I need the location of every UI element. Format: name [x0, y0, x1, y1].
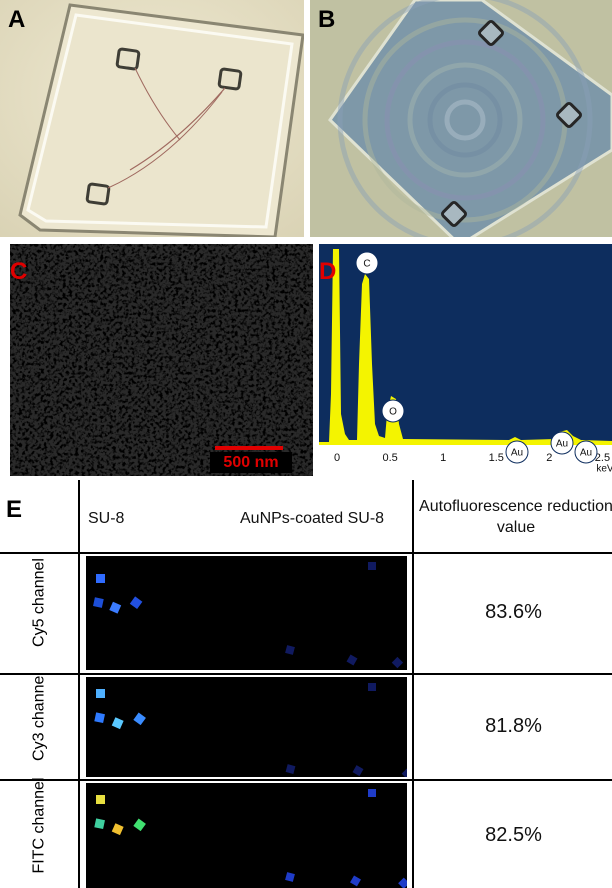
chip-bright [96, 689, 105, 698]
chip-dim [285, 645, 295, 655]
chip-bright [94, 818, 105, 830]
chip-bright [133, 818, 146, 832]
panel-label: D [319, 258, 337, 285]
micrograph-b [310, 0, 612, 237]
x-tick-label: 2 [546, 452, 552, 464]
reduction-value: 83.6% [485, 601, 542, 623]
chip-dim [285, 764, 296, 774]
table-rule [412, 480, 414, 888]
fluorescence-svg [94, 683, 413, 780]
chip-bright [96, 795, 105, 804]
x-tick-label: 0.5 [382, 452, 397, 464]
peak-label: C [363, 259, 370, 270]
peak-label: Au [580, 448, 592, 459]
scale-bar-label: 500 nm [223, 454, 278, 471]
column-header: SU-8 [88, 510, 125, 527]
chip-bright [129, 596, 143, 609]
chip-dim [285, 872, 295, 882]
micrograph-a [0, 0, 304, 237]
reduction-value: 81.8% [485, 715, 542, 737]
peak-marker [381, 399, 405, 423]
chip-dim [352, 765, 364, 777]
peak-label: O [389, 407, 397, 418]
chip-bright [133, 712, 146, 726]
x-tick-label: 1.5 [489, 452, 504, 464]
x-tick-label: 0 [334, 452, 340, 464]
chip-bright [109, 601, 122, 614]
table-rule [0, 552, 612, 554]
chip-dim [368, 683, 376, 691]
peak-marker [505, 440, 529, 464]
panel-label: C [10, 258, 28, 285]
panel-b: B [310, 0, 612, 237]
x-tick-label: 2.5 [595, 452, 610, 464]
channel-label: Cy5 channel [30, 558, 48, 647]
chip-dim [346, 654, 358, 666]
fluorescence-svg [94, 789, 410, 888]
fluorescence-svg [93, 562, 404, 669]
peak-marker [574, 440, 598, 464]
chip-dim [398, 877, 410, 888]
chip-bright [111, 823, 124, 836]
channel-label: Cy3 channel [30, 672, 48, 761]
panel-label: E [6, 496, 23, 523]
peak-marker [550, 431, 574, 455]
chip-dim [368, 562, 376, 570]
panel-label: A [8, 6, 26, 33]
peak-marker [355, 251, 379, 275]
chip-dim [401, 768, 413, 780]
x-axis-unit: keV [596, 464, 612, 475]
column-header: AuNPs-coated SU-8 [240, 510, 385, 527]
peak-label: Au [511, 448, 523, 459]
channel-label: FITC channel [30, 776, 48, 874]
chip-bright [96, 574, 105, 583]
column-header: Autofluorescence reduction value [419, 498, 612, 536]
chip-bright [111, 717, 124, 730]
chip-dim [350, 875, 361, 887]
panel-a: A [0, 0, 304, 237]
chip-bright [94, 712, 105, 724]
table-rule [78, 480, 80, 888]
fluorescence-image [86, 783, 410, 888]
fluorescence-image [86, 677, 413, 780]
table-rule [0, 673, 612, 675]
sem-image: 500 nm [10, 244, 313, 476]
reduction-value: 82.5% [485, 823, 542, 846]
fluorescence-image [86, 556, 407, 670]
panel-d: 0 0.5 1 1.5 2 2.5 keV C O Au Au Au D [319, 244, 612, 476]
chip-dim [368, 789, 376, 797]
table-rule [0, 779, 612, 781]
chip-dim [391, 656, 404, 669]
peak-label: Au [556, 439, 568, 450]
panel-label: B [318, 6, 336, 33]
chip-bright [93, 597, 104, 608]
x-tick-label: 1 [440, 452, 446, 464]
panel-c: 500 nm C [10, 244, 313, 476]
